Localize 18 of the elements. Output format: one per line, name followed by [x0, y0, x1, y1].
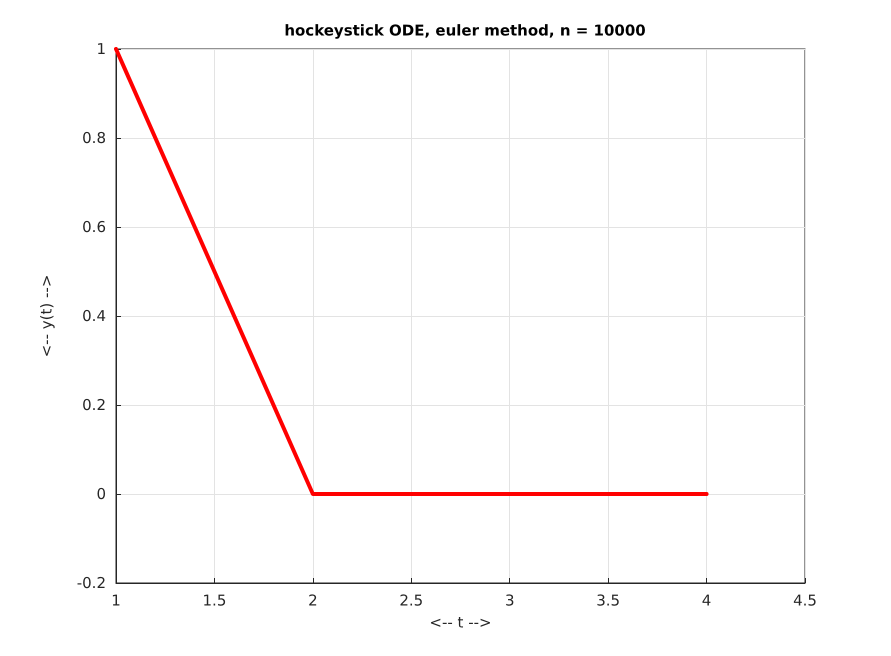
y-tick-label: 1 [96, 40, 106, 58]
y-tick-label: -0.2 [76, 574, 106, 592]
y-tick-label: 0 [96, 485, 106, 503]
x-tick-label: 2.5 [399, 592, 424, 610]
y-tick-label: 0.4 [82, 307, 106, 325]
y-tick-label: 0.2 [82, 396, 106, 414]
x-tick-label: 3 [504, 592, 514, 610]
x-tick-label: 3.5 [596, 592, 620, 610]
y-axis-title: <-- y(t) --> [38, 274, 56, 358]
x-axis-title: <-- t --> [429, 614, 492, 632]
x-tick-label: 2 [308, 592, 318, 610]
y-tick-label: 0.6 [82, 218, 106, 236]
x-tick-label: 1.5 [202, 592, 226, 610]
y-tick-label: 0.8 [82, 129, 106, 147]
x-tick-label: 4 [702, 592, 712, 610]
chart-title: hockeystick ODE, euler method, n = 10000 [284, 22, 646, 40]
x-tick-label: 1 [111, 592, 121, 610]
x-tick-label: 4.5 [793, 592, 817, 610]
